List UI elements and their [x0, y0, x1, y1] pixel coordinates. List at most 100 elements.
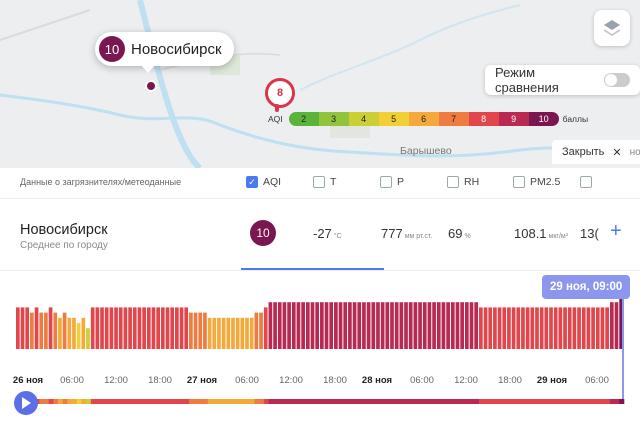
- aqi-bar[interactable]: [277, 302, 282, 349]
- timeline-strip-segment[interactable]: [254, 399, 260, 404]
- timeline-strip-segment[interactable]: [446, 399, 452, 404]
- filter-checkbox[interactable]: RH: [447, 176, 479, 188]
- timeline-strip-segment[interactable]: [291, 399, 297, 404]
- aqi-bar[interactable]: [137, 307, 142, 349]
- aqi-bar[interactable]: [160, 307, 165, 349]
- timeline-strip-segment[interactable]: [226, 399, 232, 404]
- timeline-strip-segment[interactable]: [114, 399, 120, 404]
- aqi-bar[interactable]: [90, 307, 95, 349]
- timeline-strip-segment[interactable]: [118, 399, 124, 404]
- timeline-strip-segment[interactable]: [348, 399, 354, 404]
- timeline-strip-segment[interactable]: [343, 399, 349, 404]
- compare-mode-control[interactable]: Режим сравнения: [485, 65, 640, 95]
- filter-checkbox[interactable]: ✓ AQI: [246, 176, 281, 188]
- timeline-strip-segment[interactable]: [310, 399, 316, 404]
- aqi-bar[interactable]: [189, 312, 193, 349]
- timeline-strip-segment[interactable]: [338, 399, 344, 404]
- aqi-bar[interactable]: [516, 307, 521, 349]
- add-city-button[interactable]: +: [610, 220, 622, 242]
- timeline-strip-segment[interactable]: [249, 399, 255, 404]
- aqi-bar[interactable]: [567, 307, 572, 349]
- aqi-bar[interactable]: [497, 307, 502, 349]
- aqi-bar[interactable]: [305, 302, 310, 349]
- timeline-strip-segment[interactable]: [591, 399, 597, 404]
- play-button[interactable]: [14, 391, 38, 415]
- aqi-bar[interactable]: [371, 302, 376, 349]
- aqi-bar[interactable]: [123, 307, 128, 349]
- timeline-strip-segment[interactable]: [170, 399, 176, 404]
- timeline-strip-segment[interactable]: [189, 399, 195, 404]
- timeline-strip-segment[interactable]: [483, 399, 489, 404]
- timeline-strip-segment[interactable]: [240, 399, 246, 404]
- timeline-strip-segment[interactable]: [67, 399, 73, 404]
- aqi-bar[interactable]: [483, 307, 488, 349]
- aqi-bar[interactable]: [535, 307, 539, 349]
- filter-checkbox[interactable]: [580, 176, 597, 188]
- aqi-bar[interactable]: [62, 312, 67, 349]
- aqi-bar[interactable]: [44, 312, 48, 349]
- aqi-bar[interactable]: [324, 302, 329, 349]
- aqi-bar[interactable]: [408, 302, 413, 349]
- timeline-strip-segment[interactable]: [530, 399, 536, 404]
- city-location-dot[interactable]: [145, 80, 157, 92]
- aqi-bar[interactable]: [151, 307, 156, 349]
- timeline-strip-segment[interactable]: [432, 399, 438, 404]
- aqi-bar[interactable]: [376, 302, 380, 349]
- timeline-strip-segment[interactable]: [221, 399, 227, 404]
- timeline-strip-segment[interactable]: [497, 399, 503, 404]
- timeline-strip-segment[interactable]: [44, 399, 50, 404]
- aqi-bar[interactable]: [413, 302, 418, 349]
- aqi-bar[interactable]: [446, 302, 450, 349]
- aqi-bar[interactable]: [362, 302, 366, 349]
- timeline-strip-segment[interactable]: [558, 399, 564, 404]
- layers-button[interactable]: [594, 10, 630, 46]
- aqi-bar[interactable]: [170, 307, 175, 349]
- aqi-bar[interactable]: [179, 307, 184, 349]
- timeline-strip-segment[interactable]: [460, 399, 466, 404]
- timeline-strip-segment[interactable]: [282, 399, 288, 404]
- aqi-bar[interactable]: [563, 307, 567, 349]
- aqi-bar[interactable]: [104, 307, 109, 349]
- timeline-strip-segment[interactable]: [450, 399, 456, 404]
- timeline-strip-segment[interactable]: [329, 399, 335, 404]
- aqi-bar[interactable]: [493, 307, 497, 349]
- timeline-strip-segment[interactable]: [436, 399, 442, 404]
- aqi-bar[interactable]: [76, 323, 81, 349]
- aqi-bar[interactable]: [572, 307, 577, 349]
- aqi-bar[interactable]: [226, 317, 231, 349]
- aqi-bar[interactable]: [235, 317, 240, 349]
- timeline-strip-segment[interactable]: [399, 399, 405, 404]
- timeline-strip-segment[interactable]: [90, 399, 96, 404]
- filter-checkbox[interactable]: P: [380, 176, 404, 188]
- timeline-strip-segment[interactable]: [76, 399, 82, 404]
- timeline-strip-segment[interactable]: [394, 399, 400, 404]
- aqi-bar[interactable]: [142, 307, 146, 349]
- city-row[interactable]: Новосибирск Среднее по городу 10 -27 °C 7…: [0, 198, 640, 268]
- timeline-strip-segment[interactable]: [357, 399, 363, 404]
- aqi-bar[interactable]: [502, 307, 507, 349]
- aqi-bar[interactable]: [203, 312, 207, 349]
- timeline-strip-segment[interactable]: [352, 399, 358, 404]
- timeline-strip-segment[interactable]: [146, 399, 152, 404]
- timeline-strip-segment[interactable]: [273, 399, 279, 404]
- aqi-bar[interactable]: [474, 302, 479, 349]
- aqi-bar[interactable]: [282, 302, 287, 349]
- aqi-bar[interactable]: [549, 307, 553, 349]
- aqi-bar[interactable]: [128, 307, 132, 349]
- aqi-bar[interactable]: [268, 302, 273, 349]
- aqi-bar[interactable]: [390, 302, 394, 349]
- aqi-bar[interactable]: [614, 302, 619, 349]
- aqi-bar[interactable]: [366, 302, 371, 349]
- timeline-strip-segment[interactable]: [511, 399, 517, 404]
- timeline-strip-segment[interactable]: [479, 399, 484, 404]
- timeline-strip-segment[interactable]: [507, 399, 513, 404]
- aqi-bar[interactable]: [221, 317, 226, 349]
- aqi-bar[interactable]: [348, 302, 352, 349]
- aqi-bar[interactable]: [240, 317, 245, 349]
- aqi-bar[interactable]: [521, 307, 525, 349]
- timeline-strip-segment[interactable]: [95, 399, 101, 404]
- aqi-bar[interactable]: [48, 307, 53, 349]
- timeline-strip-segment[interactable]: [577, 399, 583, 404]
- aqi-bar[interactable]: [577, 307, 581, 349]
- timeline-strip-segment[interactable]: [380, 399, 386, 404]
